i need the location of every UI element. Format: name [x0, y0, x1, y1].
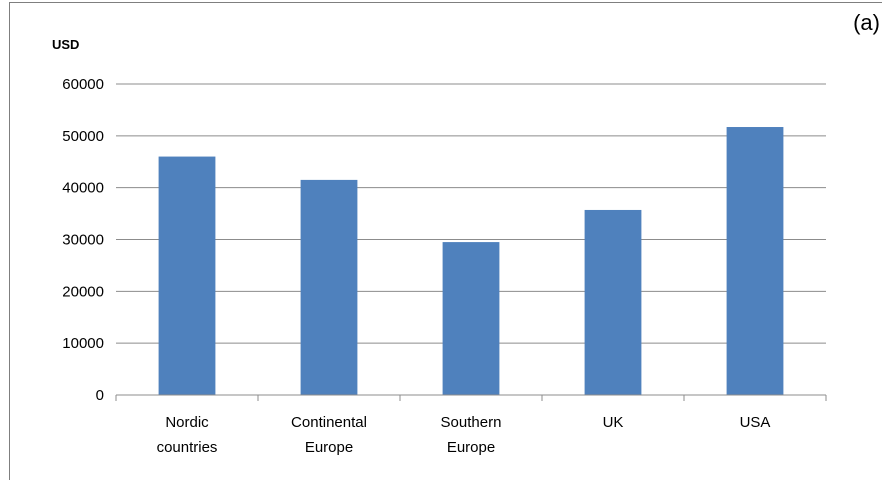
- y-tick-label: 50000: [62, 128, 104, 145]
- bar: [158, 156, 216, 395]
- y-axis-unit-label: USD: [52, 37, 79, 52]
- y-tick-label: 10000: [62, 335, 104, 352]
- y-tick-label: 30000: [62, 232, 104, 249]
- bars: [158, 127, 784, 395]
- bar: [300, 179, 358, 395]
- chart-frame: [9, 2, 882, 480]
- x-category-label: Nordic countries: [157, 414, 218, 456]
- x-category-labels: Nordic countries Continental Europe Southern…: [157, 414, 771, 456]
- bar: [726, 127, 784, 395]
- bar: [584, 209, 642, 395]
- x-axis: [115, 394, 827, 401]
- y-tick-label: 40000: [62, 180, 104, 197]
- x-category-label: USA: [740, 414, 771, 431]
- y-tick-labels: 0 10000 20000 30000 40000 50000 60000: [62, 76, 104, 404]
- y-tick-label: 20000: [62, 283, 104, 300]
- y-tick-label: 60000: [62, 76, 104, 93]
- x-category-label: Continental Europe: [291, 414, 367, 456]
- panel-label: (a): [853, 10, 880, 35]
- x-category-label: UK: [603, 414, 624, 431]
- bar: [442, 242, 500, 395]
- y-tick-label: 0: [96, 387, 104, 404]
- x-category-label: Southern Europe: [441, 414, 502, 456]
